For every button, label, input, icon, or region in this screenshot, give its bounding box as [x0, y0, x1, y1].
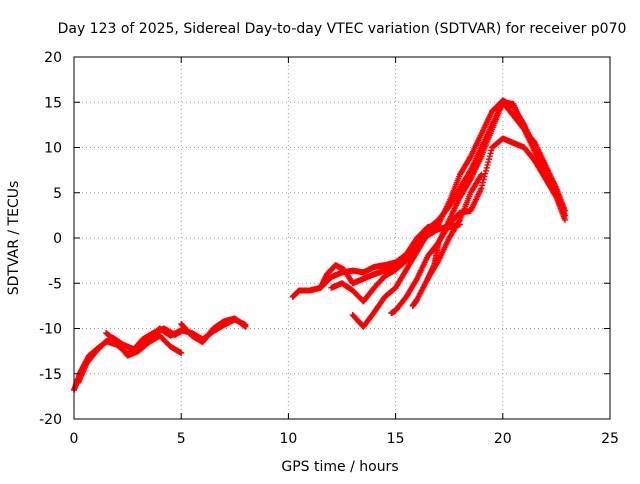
data-point — [480, 176, 487, 183]
x-tick-label: 20 — [494, 431, 512, 447]
y-tick-label: 15 — [44, 95, 62, 111]
data-point — [486, 153, 493, 160]
data-point — [178, 349, 185, 356]
data-point — [486, 156, 493, 163]
data-point — [484, 161, 491, 168]
series-arc-mid-e — [388, 135, 568, 317]
data-points — [71, 97, 568, 394]
data-point — [242, 323, 249, 330]
data-point — [479, 182, 486, 189]
data-point — [477, 172, 484, 179]
data-point — [485, 159, 492, 166]
data-point — [479, 179, 486, 186]
data-point — [483, 164, 490, 171]
y-tick-label: 0 — [53, 231, 62, 247]
x-tick-label: 25 — [601, 431, 619, 447]
x-tick-label: 10 — [279, 431, 297, 447]
data-point — [478, 185, 485, 192]
data-point — [561, 207, 568, 214]
data-point — [488, 147, 495, 154]
y-tick-label: 5 — [53, 186, 62, 202]
data-point — [482, 167, 489, 174]
series-arc-early-d — [178, 315, 249, 346]
y-tick-label: 20 — [44, 50, 62, 66]
y-axis-label: SDTVAR / TECUs — [6, 181, 22, 296]
data-point — [561, 216, 568, 223]
x-tick-label: 5 — [177, 431, 186, 447]
data-point — [456, 218, 463, 225]
x-tick-label: 0 — [70, 431, 79, 447]
y-tick-label: -5 — [48, 276, 62, 292]
data-point — [478, 171, 485, 178]
series-arc-mid-g — [424, 99, 568, 282]
series-arc-early-c — [103, 330, 185, 359]
x-axis-label: GPS time / hours — [281, 459, 398, 475]
axis-ticks: 0 5 10 15 20 25 -20 -15 -10 -5 0 5 10 15 20 — [39, 50, 619, 447]
data-point — [487, 150, 494, 157]
chart-title: Day 123 of 2025, Sidereal Day-to-day VTE… — [58, 21, 627, 37]
y-tick-label: -20 — [39, 412, 62, 428]
data-point — [482, 170, 489, 177]
x-tick-label: 15 — [387, 431, 405, 447]
y-tick-label: -15 — [39, 367, 62, 383]
y-tick-label: -10 — [39, 322, 62, 338]
y-tick-label: 10 — [44, 141, 62, 157]
